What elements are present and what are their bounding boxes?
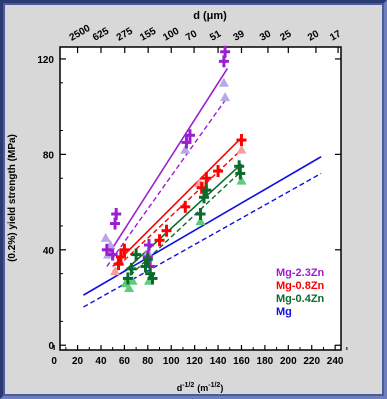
data-point-cross [201,184,212,197]
regression-lines [83,68,322,308]
data-point-cross [184,129,195,142]
data-point-triangle [110,266,121,276]
x-axis-label-exponent: -1/2 [182,382,194,389]
top-tick-label: 625 [91,26,111,44]
data-point-cross [115,250,126,263]
data-point-triangle [127,275,138,285]
data-point-triangle [100,232,111,242]
top-tick-label: 39 [231,28,247,43]
top-tick-label: 30 [258,28,274,43]
y-tick-label: 0 [48,341,54,352]
data-point-cross [122,272,133,285]
x-tick-label: 220 [303,356,320,367]
data-point-cross [201,172,212,185]
data-point-cross [107,248,118,261]
data-point-cross [236,134,247,147]
top-tick-label: 17 [328,28,344,43]
data-point-cross [154,234,165,247]
data-point-cross [126,262,137,275]
x-tick-label: 160 [233,356,250,367]
y-tick-label: 80 [43,150,55,161]
top-tick-label: 100 [161,26,181,44]
x-tick-label: 20 [72,356,84,367]
data-point-triangle [220,92,231,102]
top-axis-label: d (μm) [193,10,227,22]
x-tick-label: 120 [186,356,203,367]
x-axis-label-unit-exponent: -1/2 [208,382,220,389]
data-point-cross [180,200,191,213]
data-point-triangle [218,77,229,87]
data-point-cross [161,224,172,237]
data-point-triangle [124,282,135,292]
x-tick-label: 0 [51,356,57,367]
top-axis-label-text: d (μm) [193,10,227,22]
data-point-cross [113,258,124,271]
y-tick-label: 40 [43,246,55,257]
data-point-cross [199,191,210,204]
x-axis-label-close: ) [220,383,223,393]
data-point-cross [140,260,151,273]
top-tick-label: 2500 [68,23,93,44]
x-tick-label: 240 [327,356,344,367]
x-tick-label: 200 [280,356,297,367]
series-dashed-line [83,172,322,308]
data-point-cross [101,243,112,256]
series-dashed-line [123,170,242,282]
x-axis-label: d-1/2 (m-1/2) [177,382,224,393]
data-point-cross [111,208,122,221]
legend-entry: Mg-2.3Zn [276,267,325,279]
data-point-triangle [180,144,191,154]
data-point-cross [143,239,154,252]
x-tick-label: 180 [257,356,274,367]
data-point-cross [142,253,153,266]
top-tick-label: 275 [115,26,135,44]
x-tick-label: 100 [163,356,180,367]
top-tick-label: 51 [208,28,224,43]
series-solid-line [112,137,243,268]
data-point-cross [213,165,224,178]
data-point-triangle [236,175,247,185]
data-points [100,45,247,292]
x-tick-label: 80 [142,356,154,367]
y-axis-label: (0.2%) yield strength (MPa) [7,134,18,262]
data-point-cross [181,136,192,149]
series-dashed-line [106,96,228,267]
data-point-triangle [236,144,247,154]
top-tick-label: 20 [306,28,322,43]
x-axis-label-unit: (m [197,383,208,393]
series-solid-line [83,156,322,296]
data-point-cross [220,45,231,58]
top-tick-label: 155 [138,26,158,44]
axis-ticks: 0 20 40 60 80 100 120 140 160 180 200 220 240 0 40 80 12… [37,23,348,367]
x-tick-label: 140 [210,356,227,367]
y-tick-label: 120 [37,55,54,66]
top-tick-label: 70 [184,28,200,43]
data-point-cross [195,208,206,221]
legend-entry: Mg-0.8Zn [276,280,325,292]
data-point-cross [147,272,158,285]
data-point-triangle [195,216,206,226]
x-tick-label: 40 [95,356,107,367]
x-tick-label: 60 [119,356,131,367]
data-point-cross [131,248,142,261]
top-tick-label: 25 [278,28,294,43]
data-point-cross [119,243,130,256]
legend-entry: Mg-0.4Zn [276,293,325,305]
x-axis-label-main: d [177,383,183,393]
series-solid-line [123,163,243,272]
series-solid-line [106,68,229,258]
data-point-cross [235,167,246,180]
legend-entry: Mg [276,306,292,318]
